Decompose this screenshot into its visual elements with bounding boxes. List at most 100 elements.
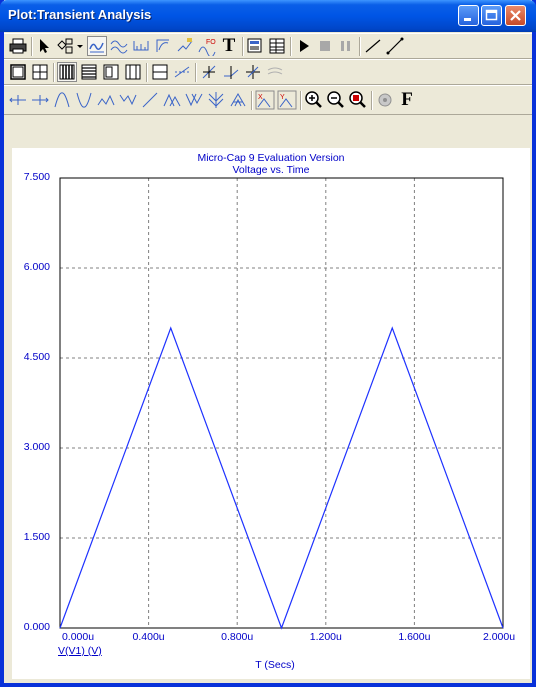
global-low-icon	[185, 93, 203, 107]
waveform-icon	[110, 40, 128, 54]
high-button[interactable]	[96, 90, 116, 110]
x-tick-label: 0.400u	[132, 631, 165, 643]
global-low-button[interactable]	[184, 90, 204, 110]
x-tick-label: 2.000u	[482, 631, 516, 643]
y-scale-icon: Y	[277, 90, 297, 110]
data-points-button[interactable]	[131, 36, 151, 56]
scope-button[interactable]	[87, 36, 107, 56]
trace-line	[59, 326, 504, 630]
token-button[interactable]	[199, 62, 219, 82]
high-icon	[97, 94, 115, 106]
x-tick-label: 0.800u	[221, 631, 254, 643]
line-icon	[365, 39, 381, 53]
inflection-icon	[208, 92, 224, 108]
properties-button[interactable]	[245, 36, 265, 56]
zoom-fit-icon	[349, 91, 366, 108]
dot-grid-button[interactable]	[123, 62, 143, 82]
pause-icon	[341, 41, 350, 51]
trace-icon	[174, 66, 190, 78]
top-button[interactable]	[228, 90, 248, 110]
zoom-out-button[interactable]	[326, 90, 346, 110]
y-tick-label: 7.500	[23, 171, 50, 183]
run-icon	[300, 40, 309, 52]
cursor-mode-icon	[224, 66, 239, 79]
table-button[interactable]	[267, 36, 287, 56]
frame-icon	[10, 64, 26, 80]
horizontal-grid-button[interactable]	[150, 62, 170, 82]
data-button[interactable]	[243, 62, 263, 82]
close-button[interactable]	[505, 5, 526, 26]
shapes-icon	[57, 38, 73, 54]
x-scale-icon: X	[255, 90, 275, 110]
stop-button[interactable]	[315, 36, 335, 56]
fourier-icon: FO	[198, 39, 216, 58]
chart-subtitle: Voltage vs. Time	[232, 164, 310, 176]
x-tick-label: 1.200u	[309, 631, 342, 643]
global-high-icon	[163, 93, 181, 107]
select-button[interactable]	[34, 36, 54, 56]
chart-svg	[59, 177, 504, 630]
line-button[interactable]	[363, 36, 383, 56]
low-button[interactable]	[118, 90, 138, 110]
run-button[interactable]	[294, 36, 314, 56]
font-button[interactable]: F	[397, 90, 417, 110]
cursor-mode-button[interactable]	[221, 62, 241, 82]
plot-area[interactable]: Micro-Cap 9 Evaluation Version Voltage v…	[12, 148, 530, 679]
minimize-button[interactable]	[458, 5, 479, 26]
global-high-button[interactable]	[162, 90, 182, 110]
frame-button[interactable]	[8, 62, 28, 82]
inflection-button[interactable]	[206, 90, 226, 110]
peak-icon	[54, 92, 70, 108]
stop-icon	[320, 41, 330, 51]
maximize-icon	[485, 9, 498, 21]
x-scale-button[interactable]: X	[255, 90, 275, 110]
trace-button[interactable]	[172, 62, 192, 82]
text-button[interactable]: T	[219, 36, 239, 56]
fourier-button[interactable]: FO	[197, 36, 217, 58]
y-tick-label: 6.000	[23, 261, 50, 273]
bold-grid-button[interactable]	[57, 62, 77, 82]
zoom-fit-button[interactable]	[348, 90, 368, 110]
svg-text:X: X	[258, 94, 263, 101]
shapes-button[interactable]	[55, 36, 75, 56]
graph-button[interactable]	[153, 36, 173, 56]
window-title: Plot:Transient Analysis	[8, 7, 152, 22]
peak-button[interactable]	[52, 90, 72, 110]
left-cursor-icon	[9, 95, 26, 105]
select-arrow-icon	[40, 39, 49, 53]
tags-button[interactable]	[175, 36, 195, 56]
x-axis-label: T (Secs)	[255, 659, 295, 671]
bold-grid-icon	[59, 64, 75, 80]
minor-grid-button[interactable]	[79, 62, 99, 82]
color-button[interactable]	[375, 90, 395, 110]
zoom-in-button[interactable]	[304, 90, 324, 110]
maximize-button[interactable]	[481, 5, 502, 26]
color-icon	[378, 93, 392, 107]
tick-grid-icon	[103, 64, 119, 80]
valley-button[interactable]	[74, 90, 94, 110]
slope-icon	[142, 92, 158, 108]
tick-grid-button[interactable]	[101, 62, 121, 82]
y-scale-button[interactable]: Y	[277, 90, 297, 110]
grid-button[interactable]	[30, 62, 50, 82]
pause-button[interactable]	[336, 36, 356, 56]
y-tick-label: 3.000	[23, 441, 50, 453]
svg-text:FO: FO	[206, 39, 216, 46]
zoom-in-icon	[305, 91, 322, 108]
x-tick-label: 1.600u	[398, 631, 431, 643]
left-cursor-button[interactable]	[8, 90, 28, 110]
text-icon: T	[222, 35, 236, 56]
plot-frame	[59, 177, 504, 629]
waveform-button[interactable]	[109, 36, 129, 56]
trace-label[interactable]: V(V1) (V)	[58, 645, 102, 657]
shapes-dropdown[interactable]	[75, 36, 85, 56]
y-tick-label: 1.500	[23, 531, 50, 543]
scope-icon	[89, 42, 104, 53]
title-bar[interactable]: Plot:Transient Analysis	[0, 0, 536, 32]
stack-button[interactable]	[265, 62, 285, 82]
diagonal-line-button[interactable]	[385, 36, 405, 56]
stack-icon	[267, 67, 283, 75]
print-button[interactable]	[8, 36, 28, 56]
right-cursor-button[interactable]	[30, 90, 50, 110]
slope-button[interactable]	[140, 90, 160, 110]
